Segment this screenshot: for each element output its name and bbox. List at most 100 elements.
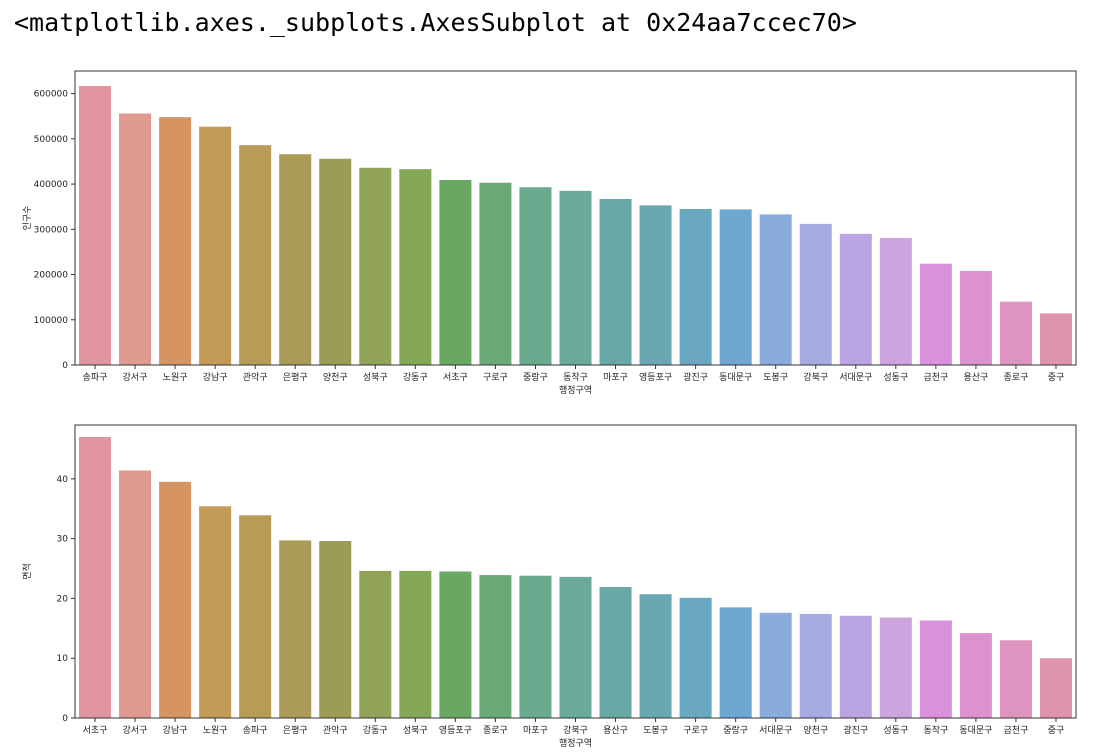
x-tick-label: 강동구 (363, 725, 388, 736)
bar (599, 199, 632, 365)
x-tick-label: 서초구 (443, 372, 468, 383)
bar (1039, 313, 1072, 365)
x-tick-label: 성북구 (403, 725, 428, 736)
y-tick-label: 400000 (34, 180, 69, 190)
bar (879, 237, 912, 365)
x-tick-label: 강남구 (203, 372, 228, 383)
bar (319, 158, 352, 365)
x-tick-label: 도봉구 (643, 725, 668, 736)
x-axis-label: 행정구역 (559, 737, 592, 749)
x-tick-label: 중구 (1048, 725, 1065, 736)
x-tick-label: 구로구 (483, 372, 508, 383)
x-tick-label: 동작구 (563, 372, 588, 383)
x-tick-label: 영등포구 (639, 372, 672, 383)
x-tick-label: 서대문구 (839, 372, 872, 383)
x-tick-label: 종로구 (483, 725, 508, 736)
bar (119, 470, 152, 718)
bar (839, 233, 872, 365)
y-axis-label: 인구수 (22, 206, 33, 231)
y-tick-label: 10 (57, 654, 69, 664)
bar (439, 571, 472, 718)
bar (439, 180, 472, 365)
x-tick-label: 금천구 (1004, 725, 1029, 736)
x-tick-label: 관악구 (243, 371, 268, 383)
x-tick-label: 동대문구 (719, 372, 752, 383)
x-tick-label: 동대문구 (959, 725, 992, 736)
bar (359, 167, 392, 365)
bar (399, 570, 432, 718)
x-tick-label: 양천구 (323, 372, 348, 383)
x-tick-label: 관악구 (323, 724, 348, 736)
bar (519, 575, 552, 718)
bar (559, 576, 592, 718)
bar (919, 263, 952, 365)
x-tick-label: 송파구 (83, 372, 108, 383)
x-tick-label: 성북구 (363, 372, 388, 383)
x-tick-label: 금천구 (923, 372, 948, 383)
x-tick-label: 성동구 (883, 372, 908, 383)
bar (719, 607, 752, 718)
y-tick-label: 0 (62, 361, 68, 371)
y-tick-label: 600000 (34, 90, 69, 100)
x-tick-label: 마포구 (603, 372, 628, 383)
x-tick-label: 강동구 (403, 372, 428, 383)
y-tick-label: 200000 (34, 271, 69, 281)
bar (879, 617, 912, 718)
bar (519, 187, 552, 365)
bar (799, 223, 832, 365)
x-tick-label: 용산구 (963, 372, 988, 383)
x-tick-label: 양천구 (803, 725, 828, 736)
bar (999, 640, 1032, 718)
bar (79, 85, 112, 366)
bar (959, 270, 992, 365)
bar (919, 620, 952, 718)
bar (279, 154, 312, 365)
x-tick-label: 광진구 (843, 724, 868, 736)
bar (559, 190, 592, 365)
x-tick-label: 강서구 (123, 372, 148, 383)
x-tick-label: 은평구 (283, 725, 308, 736)
x-tick-label: 영등포구 (439, 725, 472, 736)
x-tick-label: 강서구 (123, 725, 148, 736)
bar (839, 615, 872, 718)
bar (119, 113, 152, 365)
bar (639, 205, 672, 365)
x-tick-label: 송파구 (243, 725, 268, 736)
bar (679, 208, 712, 365)
bar (79, 436, 112, 718)
x-tick-label: 중랑구 (723, 724, 748, 736)
bar (479, 182, 512, 365)
x-tick-label: 강북구 (803, 372, 828, 383)
bar (799, 613, 832, 718)
bar (759, 214, 792, 365)
x-tick-label: 성동구 (883, 725, 908, 736)
x-tick-label: 강북구 (563, 725, 588, 736)
y-tick-label: 100000 (34, 316, 69, 326)
x-tick-label: 노원구 (163, 372, 188, 383)
y-tick-label: 0 (62, 714, 68, 724)
bar (239, 515, 272, 718)
bar (479, 575, 512, 718)
x-tick-label: 구로구 (683, 725, 708, 736)
x-tick-label: 서초구 (83, 725, 108, 736)
y-tick-label: 300000 (34, 225, 69, 235)
bar (199, 506, 232, 718)
bar (1039, 658, 1072, 718)
y-tick-label: 30 (57, 535, 69, 545)
bar (279, 540, 312, 718)
bar (679, 597, 712, 718)
x-tick-label: 광진구 (683, 371, 708, 383)
output-header: <matplotlib.axes._subplots.AxesSubplot a… (14, 8, 857, 37)
x-tick-label: 서대문구 (759, 725, 792, 736)
x-tick-label: 중구 (1048, 372, 1065, 383)
bar (199, 126, 232, 365)
x-tick-label: 동작구 (923, 725, 948, 736)
x-tick-label: 종로구 (1004, 372, 1029, 383)
bar (759, 612, 792, 718)
bar (719, 209, 752, 365)
x-tick-label: 은평구 (283, 372, 308, 383)
x-tick-label: 중랑구 (523, 371, 548, 383)
bar (239, 145, 272, 365)
bar (399, 169, 432, 365)
